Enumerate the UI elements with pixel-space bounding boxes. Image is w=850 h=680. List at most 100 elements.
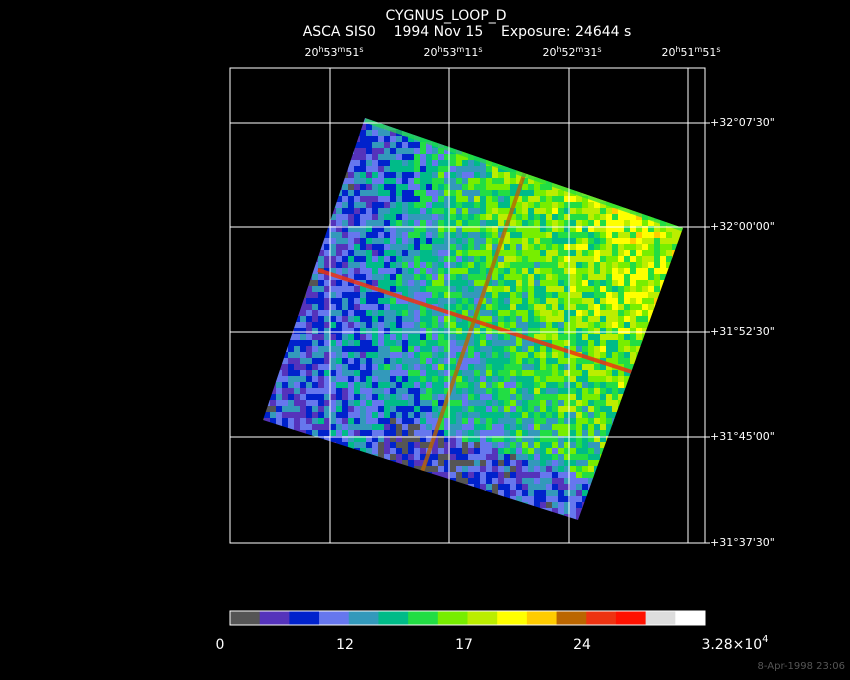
- pixel: [408, 448, 414, 454]
- pixel: [516, 370, 522, 376]
- pixel: [354, 406, 360, 412]
- pixel: [498, 310, 504, 316]
- pixel: [486, 334, 492, 340]
- pixel: [606, 280, 612, 286]
- pixel: [456, 388, 462, 394]
- pixel: [648, 244, 654, 250]
- pixel: [504, 232, 510, 238]
- pixel: [432, 280, 438, 286]
- pixel: [600, 394, 606, 400]
- pixel: [390, 400, 396, 406]
- pixel: [414, 340, 420, 346]
- pixel: [618, 226, 624, 232]
- pixel: [456, 436, 462, 442]
- pixel: [366, 154, 372, 160]
- pixel: [444, 406, 450, 412]
- pixel: [294, 388, 300, 394]
- pixel: [312, 364, 318, 370]
- pixel: [414, 382, 420, 388]
- pixel: [624, 340, 630, 346]
- pixel: [540, 472, 546, 478]
- pixel: [336, 412, 342, 418]
- pixel: [360, 418, 366, 424]
- pixel: [438, 442, 444, 448]
- pixel: [522, 202, 528, 208]
- pixel: [366, 340, 372, 346]
- pixel: [480, 262, 486, 268]
- pixel: [540, 262, 546, 268]
- pixel: [588, 286, 594, 292]
- pixel: [498, 196, 504, 202]
- pixel: [516, 358, 522, 364]
- pixel: [426, 232, 432, 238]
- pixel: [564, 340, 570, 346]
- pixel: [432, 376, 438, 382]
- pixel: [540, 490, 546, 496]
- pixel: [444, 166, 450, 172]
- pixel: [366, 190, 372, 196]
- pixel: [648, 298, 654, 304]
- pixel: [438, 274, 444, 280]
- pixel: [528, 352, 534, 358]
- pixel: [384, 154, 390, 160]
- pixel: [288, 340, 294, 346]
- pixel: [552, 316, 558, 322]
- pixel: [630, 328, 636, 334]
- pixel: [390, 148, 396, 154]
- pixel: [420, 298, 426, 304]
- pixel: [480, 382, 486, 388]
- pixel: [372, 172, 378, 178]
- pixel: [552, 286, 558, 292]
- pixel: [486, 286, 492, 292]
- pixel: [510, 220, 516, 226]
- pixel: [432, 442, 438, 448]
- pixel: [384, 262, 390, 268]
- pixel: [360, 436, 366, 442]
- pixel: [336, 280, 342, 286]
- pixel: [564, 400, 570, 406]
- pixel: [528, 280, 534, 286]
- pixel: [408, 334, 414, 340]
- pixel: [552, 232, 558, 238]
- pixel: [540, 238, 546, 244]
- pixel: [558, 370, 564, 376]
- pixel: [558, 322, 564, 328]
- pixel: [312, 334, 318, 340]
- pixel: [360, 172, 366, 178]
- pixel: [600, 304, 606, 310]
- pixel: [348, 160, 354, 166]
- pixel: [432, 214, 438, 220]
- pixel: [534, 424, 540, 430]
- pixel: [450, 358, 456, 364]
- pixel: [426, 406, 432, 412]
- pixel: [588, 460, 594, 466]
- pixel: [366, 232, 372, 238]
- pixel: [318, 406, 324, 412]
- pixel: [336, 328, 342, 334]
- pixel: [384, 346, 390, 352]
- pixel: [498, 220, 504, 226]
- pixel: [396, 328, 402, 334]
- pixel: [570, 412, 576, 418]
- pixel: [378, 160, 384, 166]
- pixel: [354, 208, 360, 214]
- pixel: [414, 316, 420, 322]
- pixel: [498, 484, 504, 490]
- pixel: [438, 232, 444, 238]
- pixel: [372, 226, 378, 232]
- pixel: [558, 382, 564, 388]
- pixel: [498, 406, 504, 412]
- pixel: [378, 274, 384, 280]
- pixel: [408, 388, 414, 394]
- pixel: [576, 292, 582, 298]
- pixel: [366, 394, 372, 400]
- pixel: [324, 382, 330, 388]
- pixel: [570, 310, 576, 316]
- pixel: [600, 202, 606, 208]
- pixel: [432, 334, 438, 340]
- pixel: [342, 298, 348, 304]
- pixel: [390, 352, 396, 358]
- pixel: [408, 256, 414, 262]
- pixel: [372, 178, 378, 184]
- pixel: [606, 340, 612, 346]
